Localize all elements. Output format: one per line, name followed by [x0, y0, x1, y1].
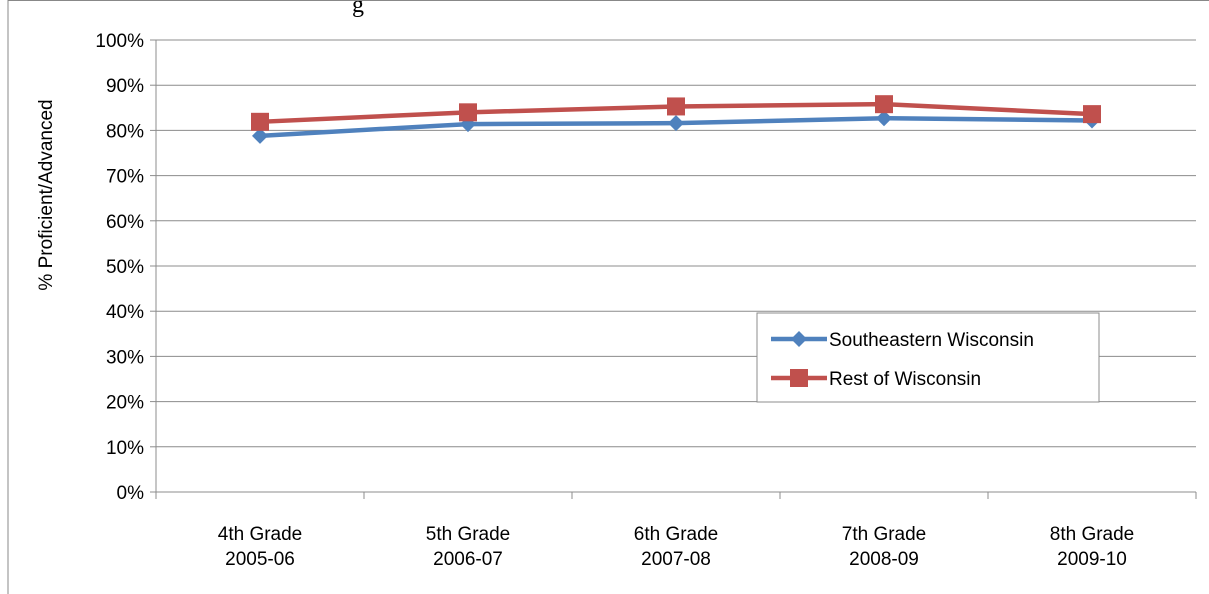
y-tick-label: 60%: [106, 212, 144, 233]
y-tick-label: 90%: [106, 76, 144, 97]
y-tick-label: 20%: [106, 393, 144, 414]
x-tick-label: 7th Grade: [842, 524, 927, 545]
data-point: [875, 95, 893, 114]
axes: [150, 39, 1197, 499]
y-tick-label: 80%: [106, 121, 144, 142]
data-point: [668, 115, 684, 132]
legend: Southeastern Wisconsin Rest of Wisconsin: [756, 312, 1100, 403]
series-layer: [251, 95, 1101, 144]
x-tick-label: 2005-06: [225, 549, 295, 570]
y-axis-label: % Proficient/Advanced: [36, 99, 57, 290]
legend-swatch-marker: [791, 331, 807, 347]
cut-heading-text: g: [352, 0, 364, 18]
legend-label: Rest of Wisconsin: [829, 369, 981, 390]
data-point: [252, 127, 268, 144]
data-point: [876, 110, 892, 127]
data-point: [251, 112, 269, 131]
x-tick-label: 2009-10: [1057, 549, 1127, 570]
y-tick-label: 10%: [106, 438, 144, 459]
y-tick-label: 100%: [95, 31, 144, 52]
x-tick-label: 2006-07: [433, 549, 503, 570]
legend-box: [756, 312, 1100, 403]
data-point: [667, 97, 685, 116]
y-tick-label: 40%: [106, 302, 144, 323]
legend-label: Southeastern Wisconsin: [829, 330, 1034, 351]
x-tick-label: 2008-09: [849, 549, 919, 570]
legend-entry: Southeastern Wisconsin: [771, 330, 1034, 351]
x-tick-labels: 4th Grade 2005-06 5th Grade 2006-07 6th Grad…: [218, 524, 1135, 570]
x-tick-label: 8th Grade: [1050, 524, 1135, 545]
gridlines: [156, 39, 1196, 448]
y-tick-label: 50%: [106, 257, 144, 278]
series-rest-of-wisconsin: [251, 95, 1101, 131]
y-tick-label: 70%: [106, 167, 144, 188]
x-tick-label: 5th Grade: [426, 524, 511, 545]
y-tick-labels: 0% 10% 20% 30% 40% 50% 60% 70% 80% 90% 100%: [95, 31, 144, 504]
legend-entry: Rest of Wisconsin: [771, 369, 981, 390]
y-tick-label: 0%: [117, 483, 145, 504]
x-tick-label: 4th Grade: [218, 524, 303, 545]
legend-swatch-marker: [790, 369, 808, 387]
y-tick-label: 30%: [106, 347, 144, 368]
x-tick-label: 6th Grade: [634, 524, 719, 545]
data-point: [459, 103, 477, 122]
data-point: [1083, 105, 1101, 124]
x-tick-label: 2007-08: [641, 549, 711, 570]
